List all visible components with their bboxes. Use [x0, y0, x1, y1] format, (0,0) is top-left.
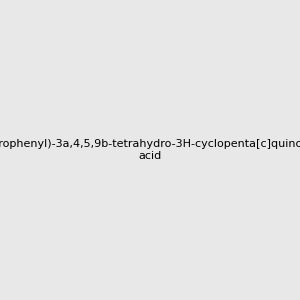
Text: 8-bromo-4-(3-nitrophenyl)-3a,4,5,9b-tetrahydro-3H-cyclopenta[c]quinoline-6-carbo: 8-bromo-4-(3-nitrophenyl)-3a,4,5,9b-tetr… — [0, 139, 300, 161]
